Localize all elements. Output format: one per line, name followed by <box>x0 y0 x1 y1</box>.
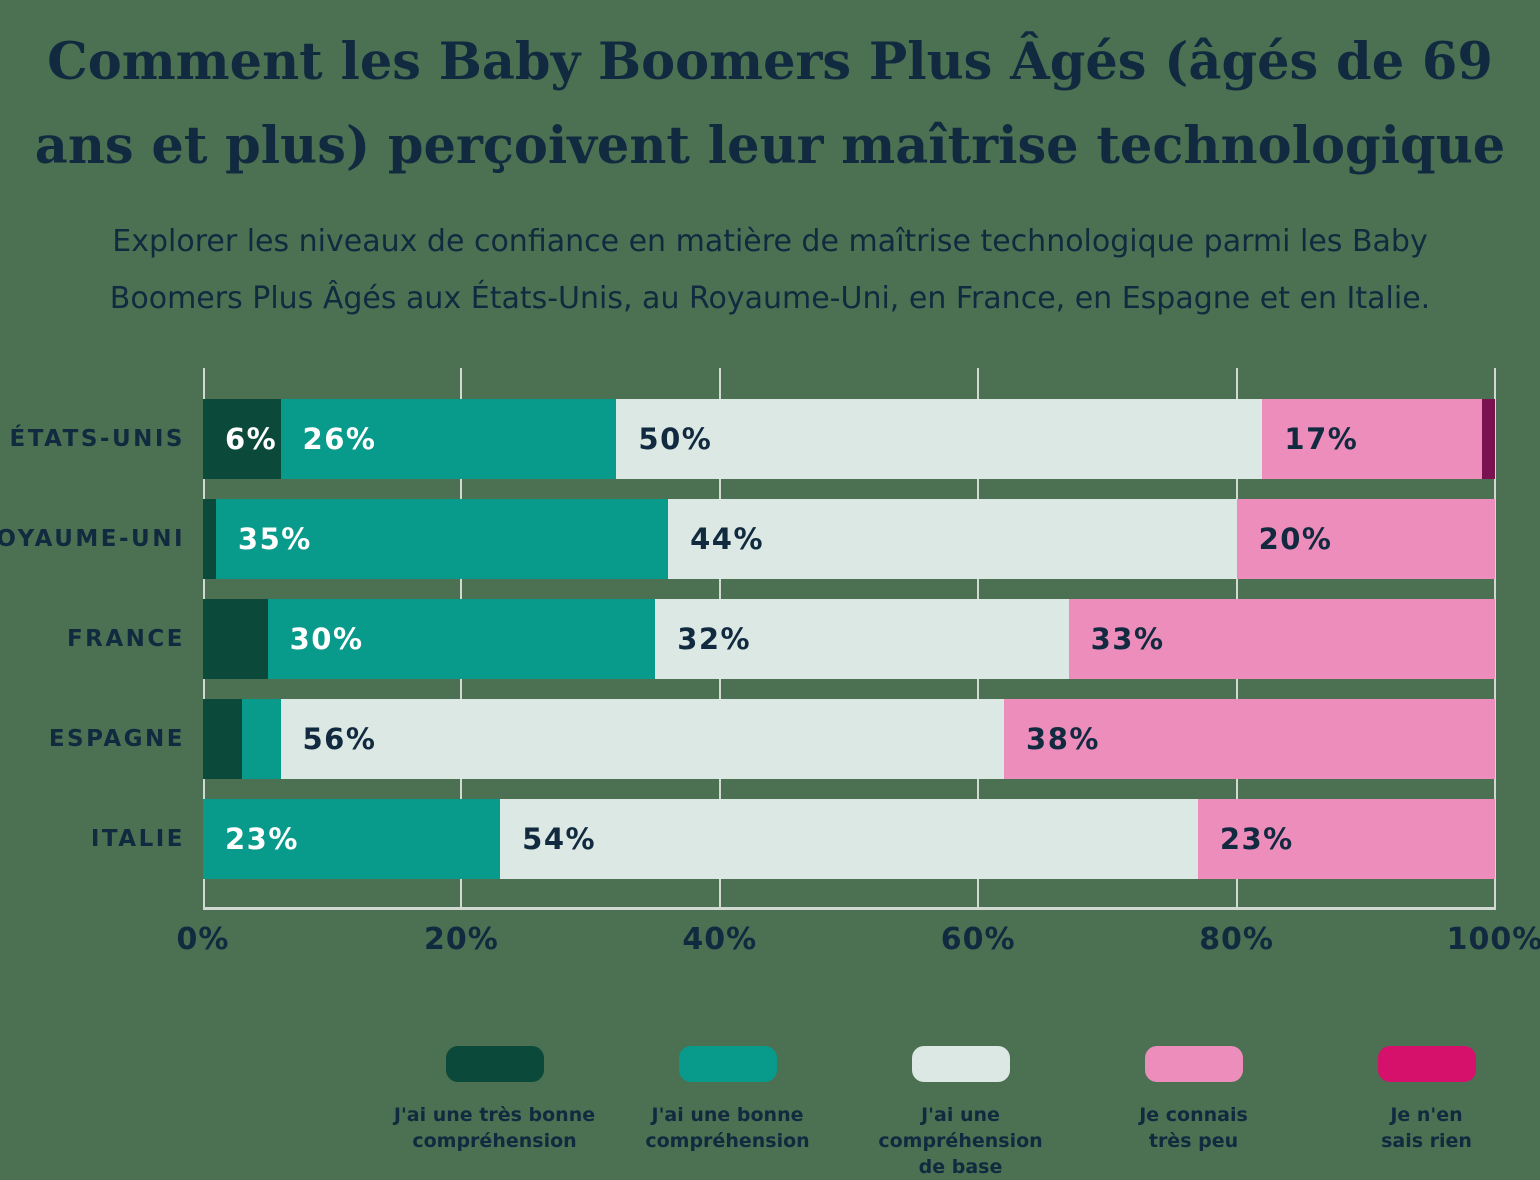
bar-value-label: 54% <box>522 822 597 856</box>
gridline-100% <box>1494 368 1496 910</box>
bar-segment: 30% <box>267 599 656 679</box>
bar-value-label: 23% <box>225 822 299 856</box>
x-tick-label-60%: 60% <box>940 922 1016 957</box>
category-label-france: FRANCE <box>66 626 185 652</box>
chart-subtitle-line1: Explorer les niveaux de confiance en mat… <box>112 224 1428 259</box>
legend-label: Je connais très peu <box>1139 1104 1248 1152</box>
legend-item-1: J'ai une très bonne compréhension <box>384 1046 605 1180</box>
bar-segment <box>203 699 242 779</box>
bar-segment: 35% <box>215 499 669 579</box>
bar-value-label: 33% <box>1090 622 1165 656</box>
chart-title-line2: ans et plus) perçoivent leur maîtrise te… <box>34 116 1506 176</box>
bar-segment: 23% <box>1197 799 1495 879</box>
bar-segment <box>203 499 216 579</box>
bar-segment: 17% <box>1262 399 1483 479</box>
x-tick-label-40%: 40% <box>682 922 758 957</box>
category-label-états-unis: ÉTATS-UNIS <box>9 426 185 452</box>
bar-value-label: 23% <box>1219 822 1294 856</box>
legend-swatch-icon <box>445 1046 544 1082</box>
bar-segment <box>241 699 281 779</box>
bar-row-espagne: 56% 38% <box>203 699 1495 779</box>
bar-value-label: 38% <box>1026 722 1100 756</box>
bar-segment: 50% <box>616 399 1263 479</box>
bar-segment: 38% <box>1004 699 1495 779</box>
bar-row-royaume-uni: 35% 44% 20% <box>203 499 1495 579</box>
legend-swatch-icon <box>911 1046 1010 1082</box>
x-tick-label-20%: 20% <box>423 922 499 957</box>
bar-segment <box>1482 399 1495 479</box>
chart-title-line1: Comment les Baby Boomers Plus Âgés (âgés… <box>47 32 1493 92</box>
bar-value-label: 6% <box>225 422 278 456</box>
bar-value-label: 17% <box>1284 422 1359 456</box>
legend-swatch-icon <box>678 1046 777 1082</box>
legend-swatch-icon <box>1144 1046 1243 1082</box>
category-label-royaume-uni: ROYAUME-UNI <box>0 526 185 552</box>
bar-row-états-unis: 6% 26% 50% 17% <box>203 399 1495 479</box>
chart-subtitle-line2: Boomers Plus Âgés aux États-Unis, au Roy… <box>109 281 1431 316</box>
chart-subtitle: Explorer les niveaux de confiance en mat… <box>0 213 1540 327</box>
bar-value-label: 20% <box>1258 522 1333 556</box>
bar-segment: 6% <box>203 399 281 479</box>
legend-label: Je n'en sais rien <box>1381 1104 1472 1152</box>
legend-item-3: J'ai une compréhension de base <box>850 1046 1071 1180</box>
legend-label: J'ai une compréhension de base <box>878 1104 1043 1178</box>
bar-value-label: 35% <box>237 522 312 556</box>
x-tick-label-80%: 80% <box>1199 922 1274 957</box>
bar-value-label: 50% <box>638 422 713 456</box>
bar-segment: 44% <box>668 499 1237 579</box>
x-tick-label-0%: 0% <box>176 922 230 957</box>
legend-swatch-icon <box>1377 1046 1476 1082</box>
legend-item-4: Je connais très peu <box>1083 1046 1304 1180</box>
legend-label: J'ai une bonne compréhension <box>645 1104 810 1152</box>
bar-segment: 26% <box>280 399 617 479</box>
bar-row-italie: 23% 54% 23% <box>203 799 1495 879</box>
legend-label: J'ai une très bonne compréhension <box>393 1104 596 1152</box>
legend-item-5: Je n'en sais rien <box>1316 1046 1537 1180</box>
bar-segment: 54% <box>500 799 1198 879</box>
bar-value-label: 56% <box>302 722 377 756</box>
bar-value-label: 44% <box>690 522 765 556</box>
bar-segment: 23% <box>203 799 501 879</box>
bar-segment: 20% <box>1236 499 1495 579</box>
legend: J'ai une très bonne compréhension J'ai une… <box>384 1046 1537 1180</box>
bar-segment: 32% <box>655 599 1069 679</box>
legend-item-2: J'ai une bonne compréhension <box>617 1046 838 1180</box>
category-label-italie: ITALIE <box>90 826 185 852</box>
bar-value-label: 32% <box>677 622 752 656</box>
bar-segment: 33% <box>1068 599 1495 679</box>
x-axis-labels: 0% 20% 40% 60% 80% 100% <box>177 922 1540 972</box>
category-label-espagne: ESPAGNE <box>48 726 185 752</box>
chart-title: Comment les Baby Boomers Plus Âgés (âgés… <box>0 20 1540 188</box>
x-tick-label-100%: 100% <box>1446 922 1540 957</box>
plot-area: 6% 26% 50% 17% 35% 44% 20% 30% 32% 33% 56% 38% 23% 54… <box>203 368 1496 910</box>
bar-row-france: 30% 32% 33% <box>203 599 1495 679</box>
bar-value-label: 26% <box>302 422 377 456</box>
bar-value-label: 30% <box>289 622 364 656</box>
bar-segment: 56% <box>280 699 1005 779</box>
bar-segment <box>203 599 268 679</box>
